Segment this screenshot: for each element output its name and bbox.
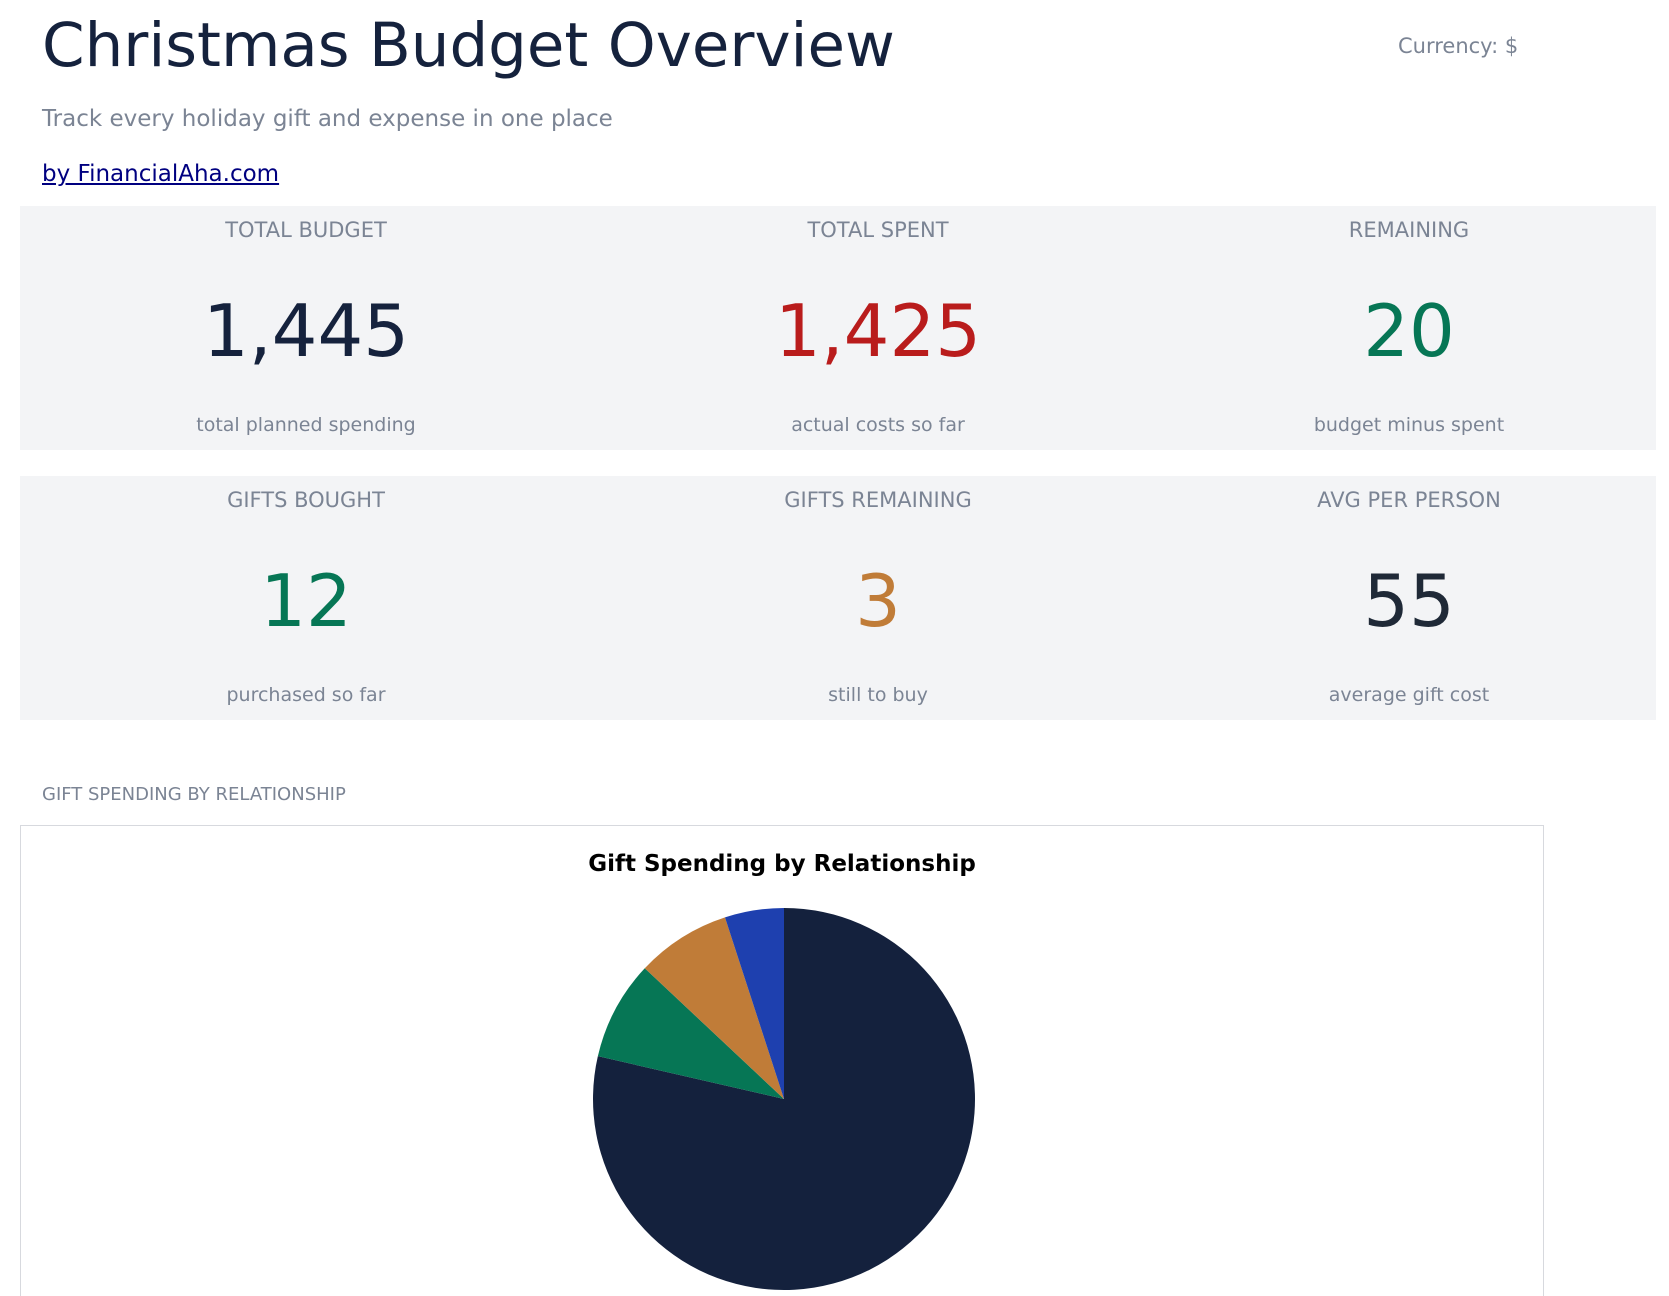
author-link[interactable]: by FinancialAha.com: [42, 161, 280, 187]
kpi-value: 1,425: [774, 289, 982, 373]
kpi-label: TOTAL BUDGET: [225, 218, 387, 242]
pie-slice: [593, 908, 976, 1290]
kpi-caption: purchased so far: [226, 684, 386, 706]
kpi-caption: actual costs so far: [791, 414, 965, 436]
kpi-gifts-bought: GIFTS BOUGHT 12 purchased so far: [96, 476, 516, 720]
kpi-value: 1,445: [202, 289, 410, 373]
kpi-total-budget: TOTAL BUDGET 1,445 total planned spendin…: [96, 206, 516, 450]
pie-slice: [724, 908, 784, 1099]
kpi-value: 3: [855, 559, 901, 643]
kpi-label: GIFTS BOUGHT: [227, 488, 385, 512]
chart-title: Gift Spending by Relationship: [588, 851, 976, 877]
kpi-value: 12: [260, 559, 352, 643]
kpi-caption: total planned spending: [196, 414, 416, 436]
kpi-row-gifts: GIFTS BOUGHT 12 purchased so far GIFTS R…: [20, 476, 1656, 720]
kpi-value: 55: [1363, 559, 1455, 643]
page-subtitle: Track every holiday gift and expense in …: [42, 106, 613, 132]
pie-slice: [597, 968, 784, 1099]
kpi-caption: still to buy: [828, 684, 928, 706]
kpi-row-budget: TOTAL BUDGET 1,445 total planned spendin…: [20, 206, 1656, 450]
pie-slice: [644, 917, 784, 1099]
section-label-gift-spending: GIFT SPENDING BY RELATIONSHIP: [42, 784, 346, 805]
kpi-label: AVG PER PERSON: [1317, 488, 1501, 512]
page-title: Christmas Budget Overview: [42, 10, 895, 81]
kpi-caption: budget minus spent: [1313, 414, 1505, 436]
kpi-remaining: REMAINING 20 budget minus spent: [1199, 206, 1619, 450]
gift-spending-chart: Gift Spending by Relationship: [20, 825, 1544, 1296]
currency-label: Currency: $: [1398, 34, 1519, 58]
kpi-label: REMAINING: [1348, 218, 1470, 242]
kpi-caption: average gift cost: [1328, 684, 1490, 706]
kpi-value: 20: [1363, 289, 1455, 373]
kpi-label: GIFTS REMAINING: [784, 488, 972, 512]
kpi-total-spent: TOTAL SPENT 1,425 actual costs so far: [668, 206, 1088, 450]
pie-chart: [593, 908, 976, 1290]
kpi-gifts-remaining: GIFTS REMAINING 3 still to buy: [668, 476, 1088, 720]
kpi-avg-per-person: AVG PER PERSON 55 average gift cost: [1199, 476, 1619, 720]
kpi-label: TOTAL SPENT: [807, 218, 949, 242]
